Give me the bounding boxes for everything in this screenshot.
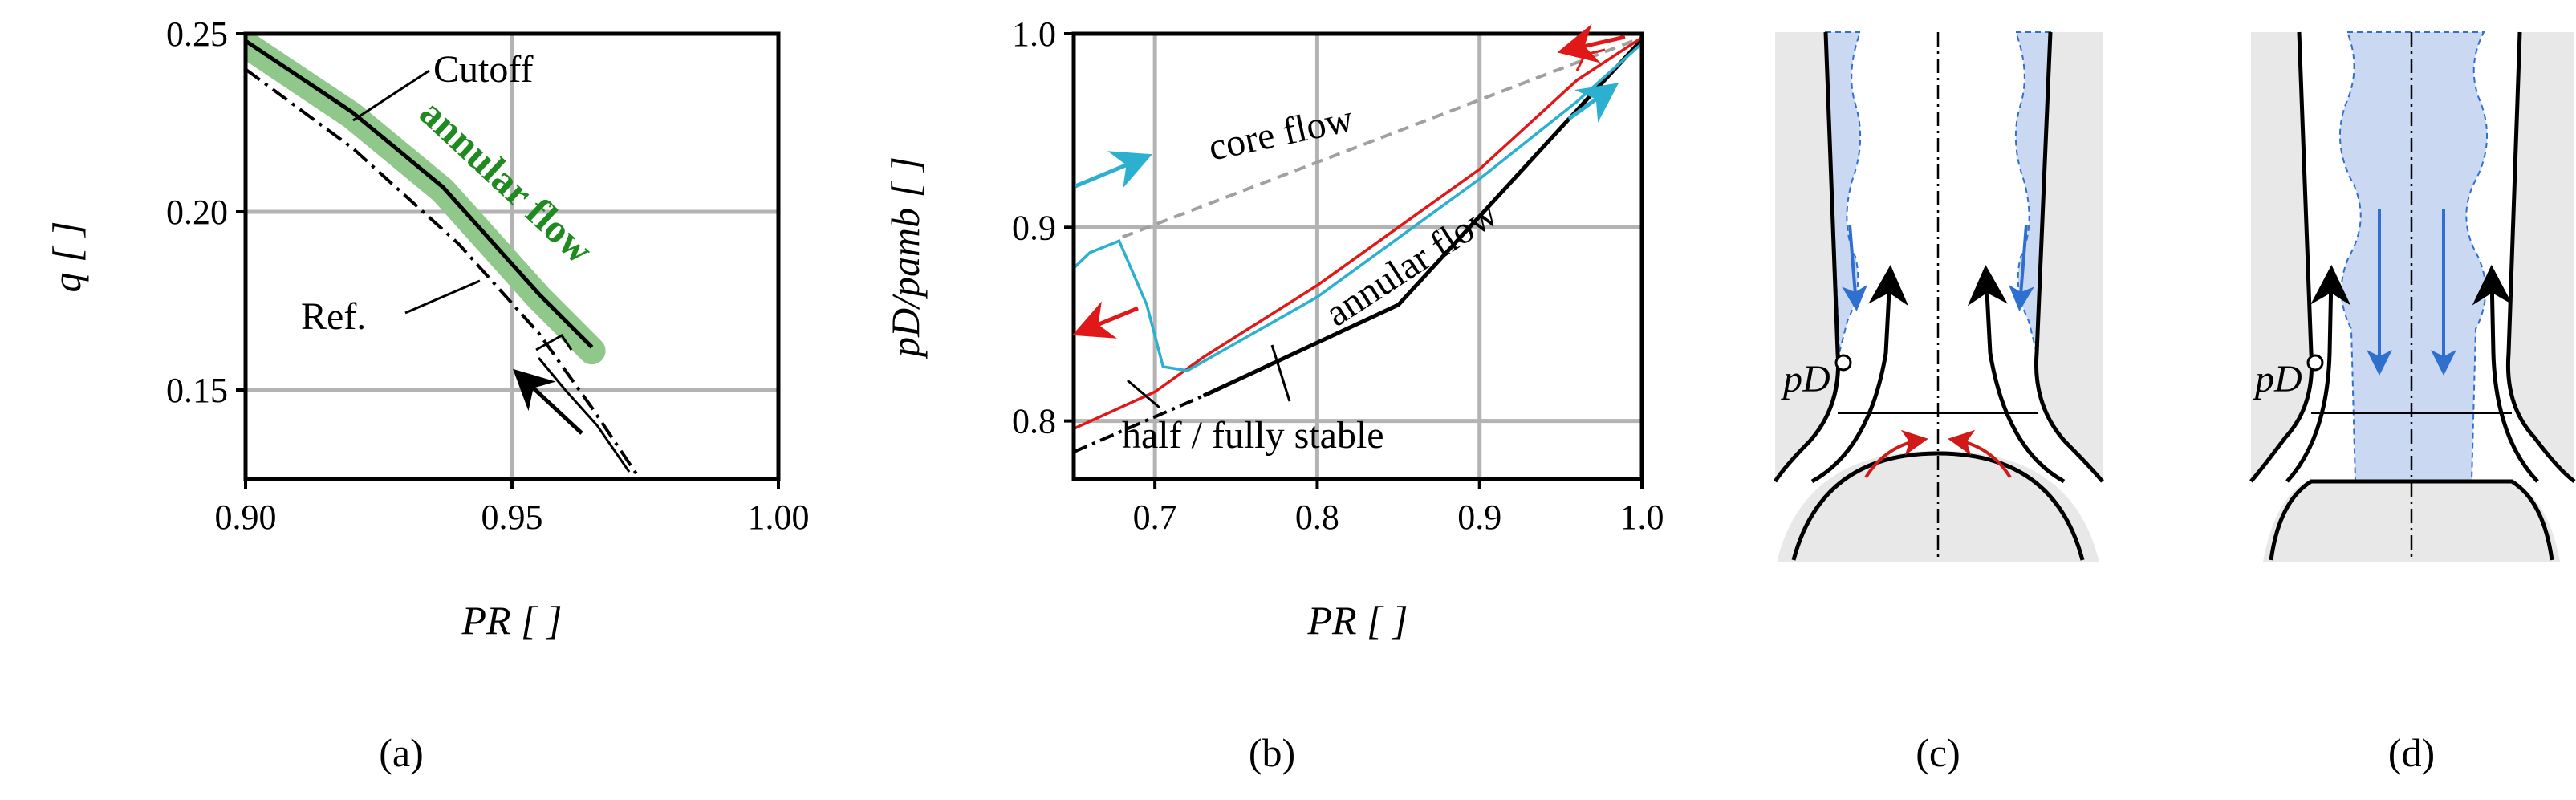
stable-leader-1: [1127, 379, 1160, 409]
stable-leader-2: [1270, 344, 1291, 402]
red-trace: [1074, 36, 1642, 430]
left-wall-edge-d: [2249, 31, 2314, 483]
ref-line: [246, 67, 642, 479]
diagram-c: pD (c): [1773, 31, 2104, 775]
red-arrow-right: [1948, 429, 2012, 479]
x-tick-label: 1.0: [1620, 497, 1664, 537]
cutoff-label: Cutoff: [433, 48, 533, 91]
wall-arrow-right-d: [2472, 265, 2539, 483]
left-wall-edge: [1773, 31, 1841, 483]
pressure-tap: [1834, 354, 1852, 372]
panel-b: 0.7 0.8 0.9 1.00.80.91.0 core flow annular …: [883, 14, 1664, 775]
ref-label: Ref.: [301, 295, 366, 338]
panel-b-grid: [1074, 34, 1642, 479]
red-arrow-left: [1864, 429, 1928, 479]
pd-label-d: pD: [2253, 358, 2302, 400]
stable-line: [1074, 394, 1205, 454]
panel-b-ylabel: pD/pamb [ ]: [883, 156, 928, 359]
recirc-arrow-right: [1967, 265, 2066, 484]
panel-b-ylabel-text: pD/pamb [ ]: [883, 156, 928, 359]
x-tick-label: 1.00: [748, 497, 810, 537]
panel-b-xlabel: PR [ ]: [1307, 598, 1408, 643]
dome-edge-d: [2269, 479, 2554, 561]
cyan-trace: [1074, 42, 1642, 372]
panel-b-frame: [1071, 31, 1644, 481]
x-tick-label: 0.9: [1457, 497, 1501, 537]
film-arrow-left: [1842, 224, 1868, 311]
hook-mark: [535, 334, 573, 351]
right-wall-d: [2508, 32, 2574, 481]
y-tick-label: 0.15: [166, 371, 228, 410]
panel-a-ylabel: q [ ]: [44, 221, 89, 293]
core-flow-line: [1121, 35, 1642, 239]
left-wall: [1775, 32, 1839, 477]
caption-d: (d): [2388, 730, 2435, 775]
panel-a-ticks: 0.90 0.95 1.00 0.15 0.20 0.25: [166, 14, 810, 537]
wall-arrow-left-d: [2285, 265, 2351, 483]
red-hook: [1575, 48, 1606, 71]
panel-a: 0.90 0.95 1.00 0.15 0.20 0.25 PR [ ] q [ ] Cu…: [44, 14, 810, 775]
ref-leader: [404, 279, 481, 315]
pd-label-c: pD: [1781, 358, 1830, 400]
diagram-d: pD (d): [2249, 31, 2576, 775]
caption-b: (b): [1249, 730, 1295, 775]
annular-flow-band: [246, 34, 606, 365]
x-tick-label: 0.90: [215, 497, 277, 537]
cutoff-leader: [352, 69, 430, 122]
y-tick-label: 0.25: [166, 14, 228, 54]
y-tick-label: 1.0: [1012, 14, 1056, 54]
cyan-arrow-up-left: [1075, 151, 1152, 189]
x-tick-label: 0.95: [481, 497, 543, 537]
panel-a-xlabel: PR [ ]: [461, 598, 563, 643]
right-wall-edge-d: [2505, 31, 2576, 483]
y-tick-label: 0.9: [1012, 208, 1056, 247]
y-tick-label: 0.20: [166, 193, 228, 232]
dome-body: [1778, 450, 2099, 562]
stable-label: half / fully stable: [1122, 414, 1384, 457]
film-arrow-right: [2008, 224, 2034, 311]
red-arrow-top: [1557, 23, 1626, 63]
caption-a: (a): [379, 730, 424, 775]
caption-c: (c): [1916, 730, 1960, 775]
y-tick-label: 0.8: [1012, 402, 1056, 441]
pressure-tap-d: [2306, 354, 2324, 372]
red-arrow-down-left: [1072, 301, 1139, 339]
right-wall: [2036, 32, 2103, 477]
recirc-arrow-left: [1810, 265, 1909, 484]
annular-flow-line: [1202, 38, 1642, 398]
hysteresis-arrow: [513, 368, 583, 435]
x-tick-label: 0.7: [1133, 497, 1177, 537]
core-flow-label: core flow: [1205, 97, 1357, 169]
left-wall-d: [2251, 32, 2312, 481]
right-wall-edge: [2034, 31, 2104, 483]
ref-tail-line: [538, 357, 631, 473]
x-tick-label: 0.8: [1295, 497, 1339, 537]
cutoff-line: [246, 39, 594, 349]
cyan-arrow-up-right: [1567, 83, 1619, 123]
panel-b-ticks: 0.7 0.8 0.9 1.0 0.8 0.9 1.0: [1012, 14, 1664, 537]
dome-edge: [1791, 451, 2085, 561]
